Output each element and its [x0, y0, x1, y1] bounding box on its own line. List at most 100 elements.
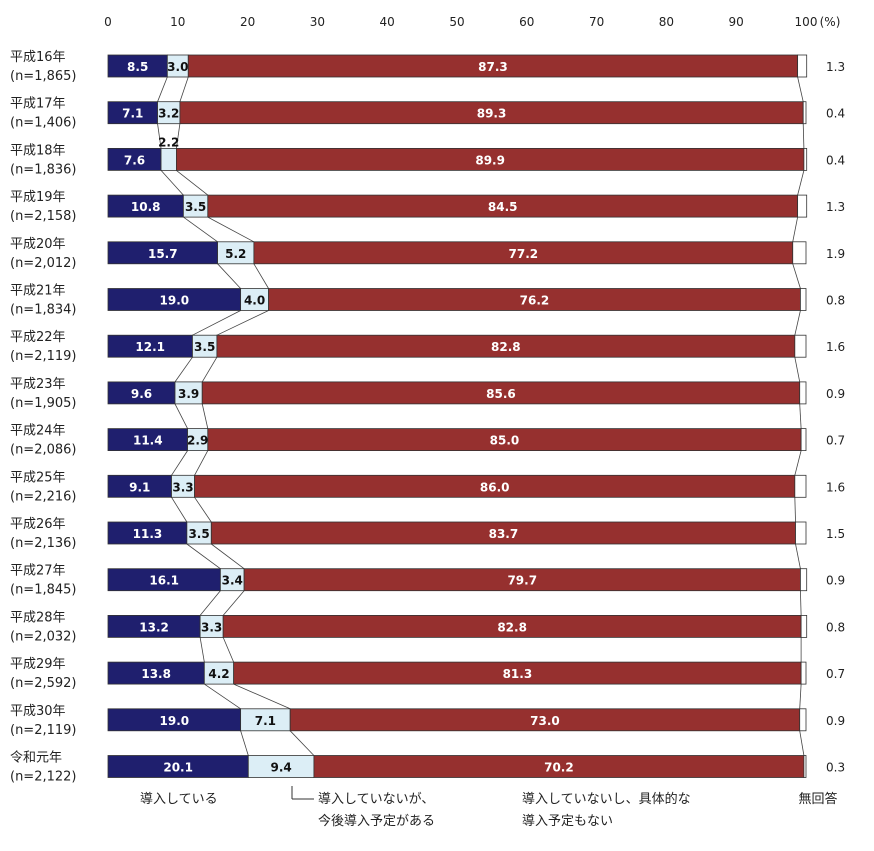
data-label: 15.7 — [148, 247, 178, 261]
connector-line — [240, 730, 249, 756]
data-label: 13.2 — [139, 620, 169, 634]
connector-line — [157, 123, 162, 149]
x-axis-unit: (%) — [820, 15, 841, 29]
x-tick-label: 40 — [380, 15, 395, 29]
bar-segment — [797, 194, 808, 218]
connector-line — [792, 217, 799, 242]
category-label: 平成26年 — [10, 517, 66, 532]
data-label: 82.8 — [497, 620, 527, 634]
category-n-label: (n=1,845) — [10, 583, 77, 598]
bar-segment — [800, 568, 808, 592]
connector-line — [797, 170, 805, 196]
connector-line — [171, 450, 188, 476]
data-label: 79.7 — [507, 574, 537, 588]
data-label: 0.9 — [826, 574, 845, 588]
data-label: 87.3 — [478, 60, 508, 74]
connector-line — [794, 310, 801, 336]
bar-segment — [797, 54, 808, 78]
connector-line — [194, 450, 209, 476]
category-n-label: (n=1,834) — [10, 303, 77, 318]
data-label: 3.5 — [188, 527, 209, 541]
category-n-label: (n=2,122) — [10, 770, 77, 785]
data-label: 13.8 — [141, 667, 171, 681]
category-label: 平成28年 — [10, 610, 66, 625]
data-label: 3.3 — [201, 620, 222, 634]
x-tick-label: 0 — [104, 15, 112, 29]
category-n-label: (n=1,406) — [10, 116, 77, 131]
data-label: 85.0 — [490, 434, 520, 448]
connector-line — [233, 683, 291, 710]
legend-label: 導入していないが、 — [318, 792, 434, 807]
category-n-label: (n=2,012) — [10, 256, 77, 271]
x-tick-label: 70 — [589, 15, 604, 29]
category-label: 平成20年 — [10, 237, 66, 252]
category-label: 平成16年 — [10, 50, 66, 65]
data-label: 10.8 — [131, 200, 161, 214]
data-label: 0.9 — [826, 387, 845, 401]
category-n-label: (n=2,158) — [10, 209, 77, 224]
data-label: 89.9 — [475, 153, 505, 167]
connector-line — [176, 170, 209, 196]
connector-line — [199, 590, 221, 616]
data-label: 0.8 — [826, 620, 845, 634]
category-label: 平成27年 — [10, 564, 66, 579]
data-label: 1.6 — [826, 340, 845, 354]
bar-segment — [800, 288, 807, 311]
data-label: 7.1 — [122, 107, 143, 121]
category-label: 平成21年 — [10, 284, 66, 299]
category-label: 平成30年 — [10, 704, 66, 719]
category-n-label: (n=1,905) — [10, 396, 77, 411]
data-label: 20.1 — [163, 761, 193, 775]
category-n-label: (n=2,136) — [10, 536, 77, 551]
data-label: 0.4 — [826, 107, 845, 121]
bar-segment — [792, 241, 807, 265]
data-label: 85.6 — [486, 387, 516, 401]
data-label: 16.1 — [149, 574, 179, 588]
connector-line — [289, 730, 315, 756]
data-label: 1.3 — [826, 60, 845, 74]
data-label: 0.9 — [826, 714, 845, 728]
data-label: 3.3 — [172, 480, 193, 494]
x-tick-label: 90 — [729, 15, 744, 29]
data-label: 3.2 — [158, 107, 179, 121]
bar-segment — [803, 147, 808, 171]
bar-segment — [794, 334, 807, 358]
legend-label: 無回答 — [798, 791, 837, 807]
x-tick-label: 100 — [795, 15, 818, 29]
connector-line — [183, 216, 218, 243]
data-label: 12.1 — [135, 340, 165, 354]
data-label: 3.9 — [178, 387, 199, 401]
x-tick-label: 80 — [659, 15, 674, 29]
data-label: 7.1 — [255, 714, 276, 728]
connector-line — [201, 356, 218, 383]
connector-line — [186, 543, 221, 570]
connector-line — [799, 403, 802, 429]
data-label: 8.5 — [127, 60, 148, 74]
connector-line — [217, 263, 241, 289]
connector-line — [794, 357, 801, 382]
category-n-label: (n=2,119) — [10, 723, 77, 738]
data-label: 1.6 — [826, 480, 845, 494]
connector-line — [799, 684, 802, 709]
x-tick-label: 60 — [519, 15, 534, 29]
connector-line — [222, 590, 245, 616]
legend-label: 導入している — [140, 792, 218, 807]
connector-line — [794, 497, 796, 523]
bar-segment — [800, 661, 807, 685]
connector-line — [222, 637, 235, 663]
bar-segment — [800, 615, 808, 638]
category-label: 平成23年 — [10, 377, 66, 392]
data-label: 82.8 — [491, 340, 521, 354]
data-label: 1.5 — [826, 527, 845, 541]
legend-label: 導入予定もない — [522, 814, 613, 829]
connector-line — [201, 403, 209, 429]
connector-line — [797, 76, 804, 102]
bar-segment — [794, 474, 807, 498]
data-label: 81.3 — [503, 667, 533, 681]
connector-line — [179, 76, 189, 102]
bar-segment — [803, 755, 807, 778]
category-n-label: (n=2,032) — [10, 629, 77, 644]
data-label: 89.3 — [477, 107, 507, 121]
data-label: 2.2 — [158, 135, 179, 149]
